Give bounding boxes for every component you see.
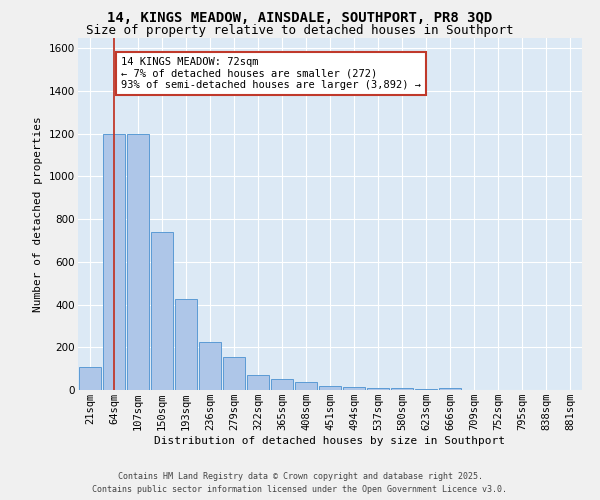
Bar [79,366,101,390]
Bar [391,388,413,390]
Bar [367,388,389,390]
Bar [247,375,269,390]
Bar [295,382,317,390]
Bar [343,388,365,390]
Text: Size of property relative to detached houses in Southport: Size of property relative to detached ho… [86,24,514,37]
Bar [151,232,173,390]
Bar [439,388,461,390]
Bar [103,134,125,390]
X-axis label: Distribution of detached houses by size in Southport: Distribution of detached houses by size … [155,436,505,446]
Y-axis label: Number of detached properties: Number of detached properties [34,116,43,312]
Text: 14 KINGS MEADOW: 72sqm
← 7% of detached houses are smaller (272)
93% of semi-det: 14 KINGS MEADOW: 72sqm ← 7% of detached … [121,56,421,90]
Bar [199,342,221,390]
Bar [175,299,197,390]
Text: 14, KINGS MEADOW, AINSDALE, SOUTHPORT, PR8 3QD: 14, KINGS MEADOW, AINSDALE, SOUTHPORT, P… [107,11,493,25]
Bar [271,380,293,390]
Bar [319,386,341,390]
Bar [127,134,149,390]
Text: Contains HM Land Registry data © Crown copyright and database right 2025.
Contai: Contains HM Land Registry data © Crown c… [92,472,508,494]
Bar [223,357,245,390]
